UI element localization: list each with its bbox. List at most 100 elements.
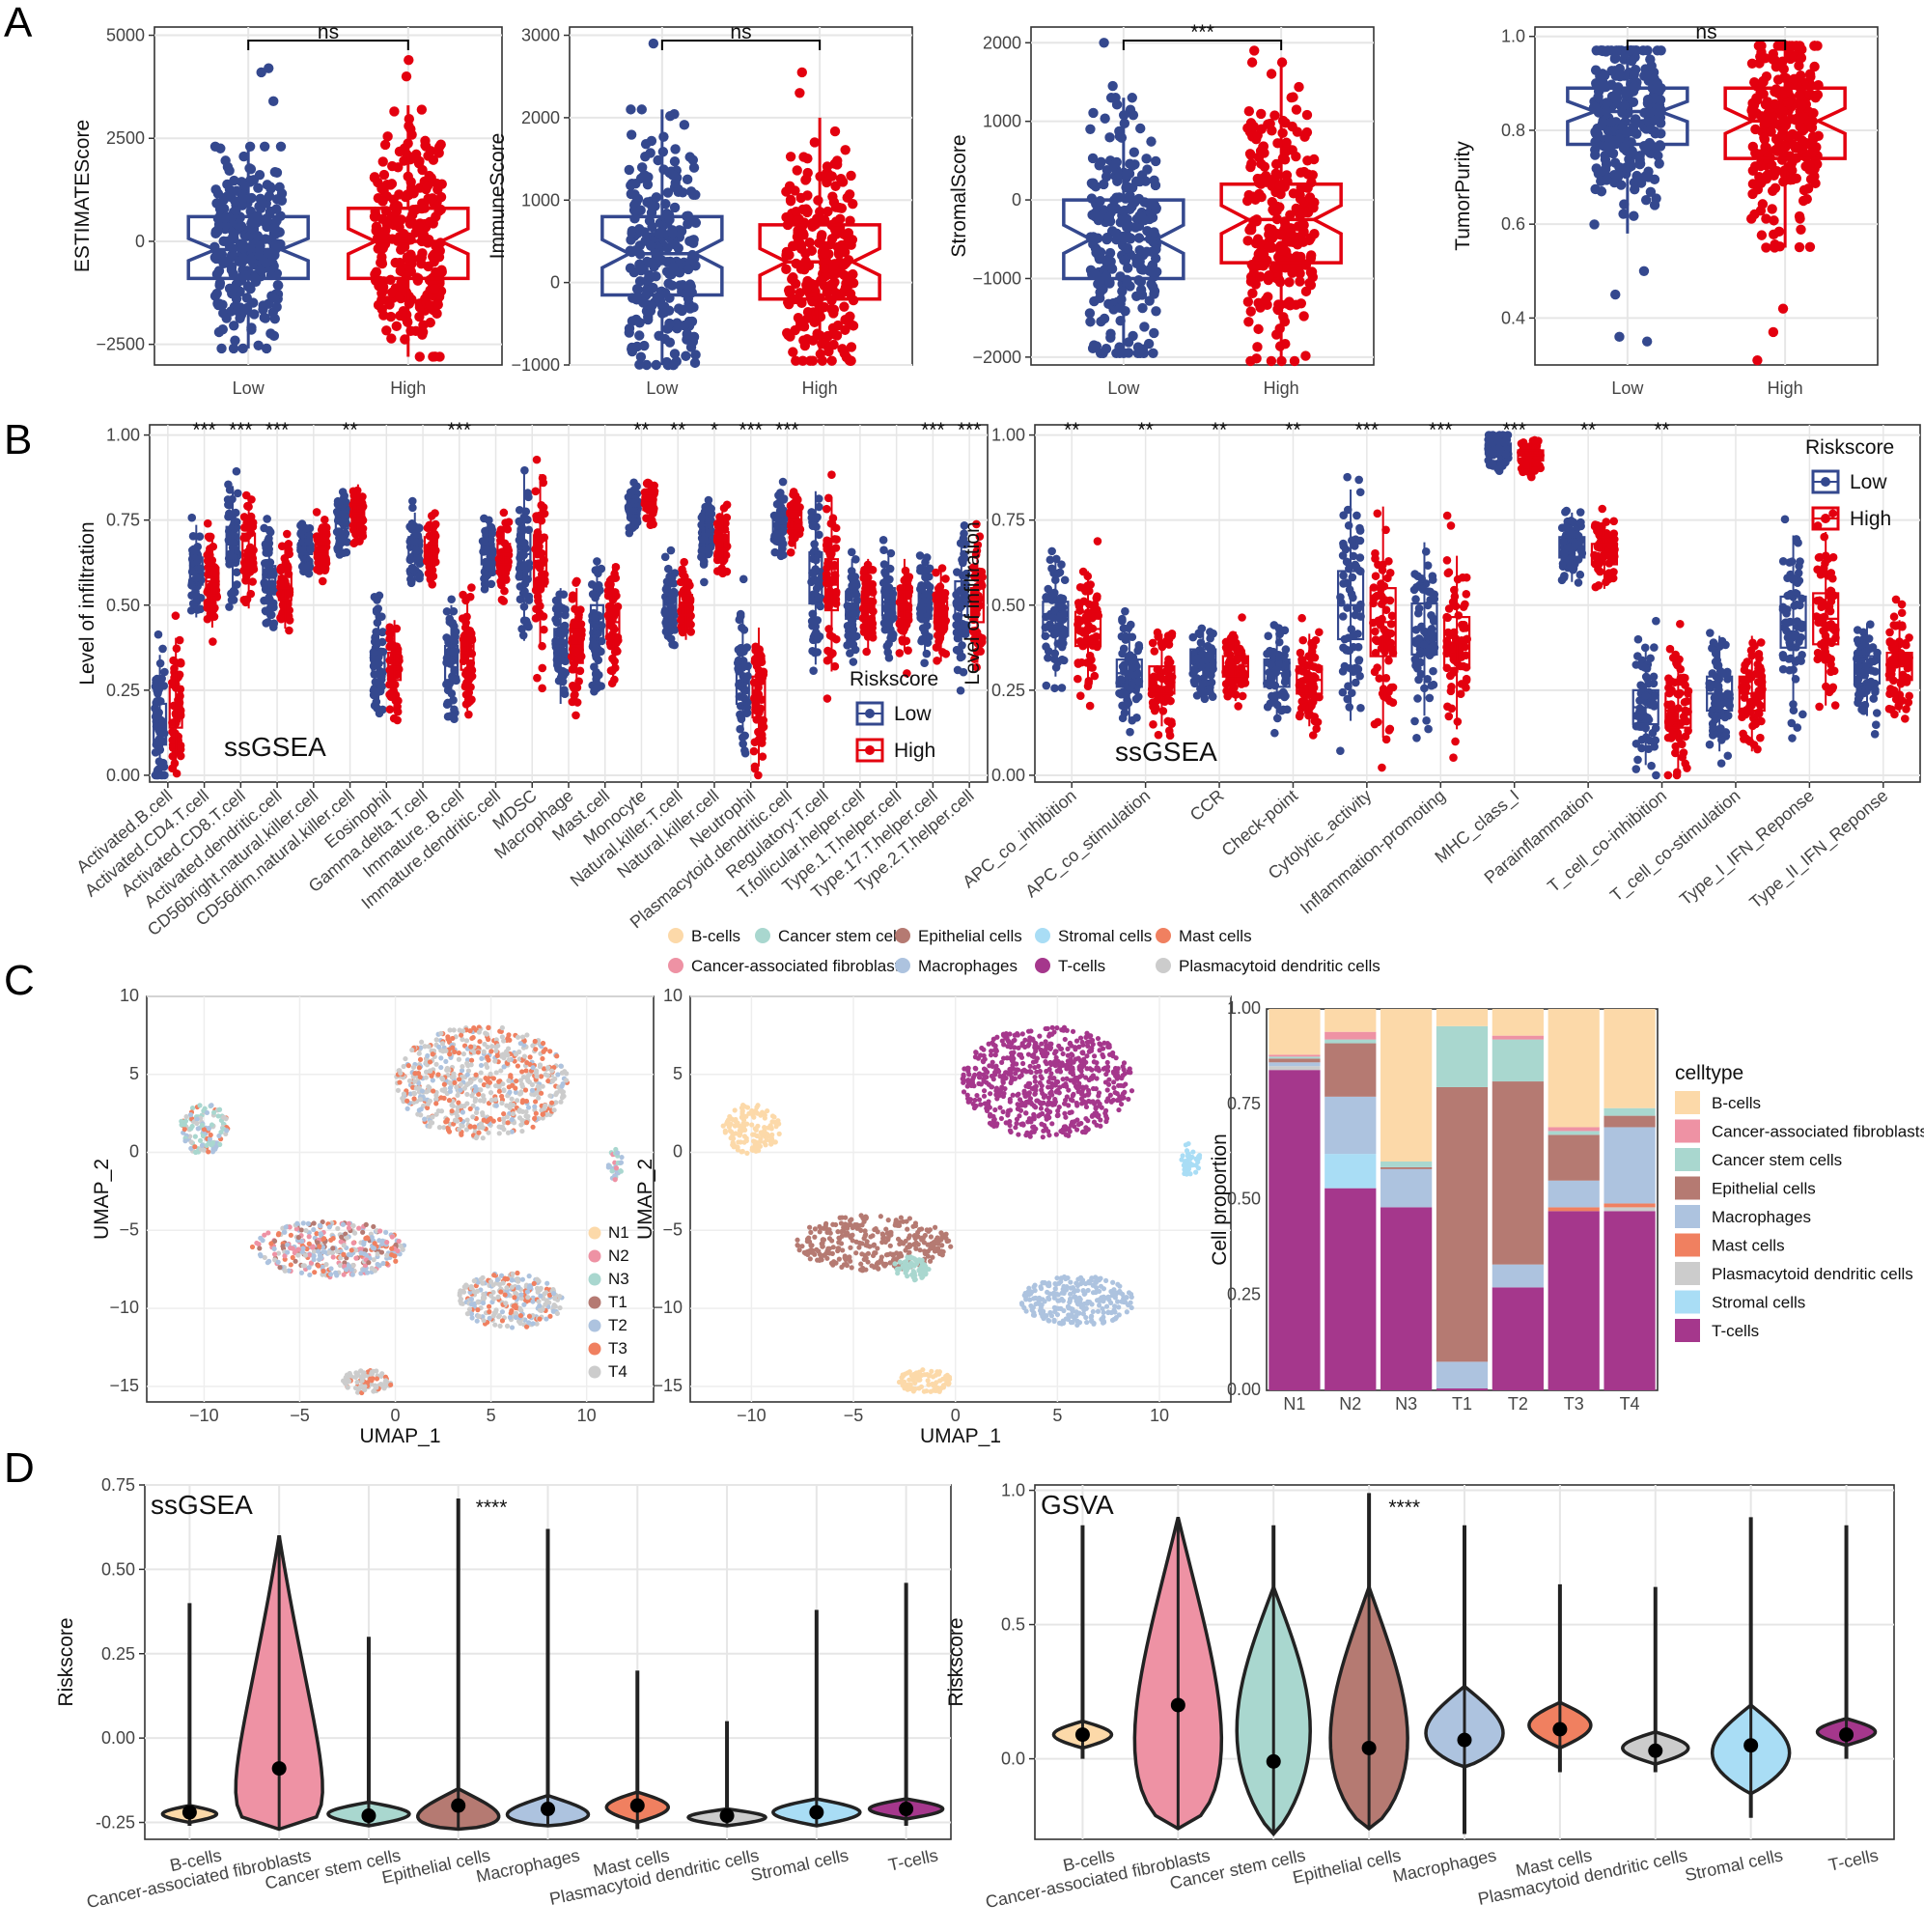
data-point (572, 576, 581, 586)
data-point (432, 308, 442, 320)
data-point (778, 477, 788, 487)
data-point (228, 343, 239, 354)
data-point (1108, 159, 1119, 171)
y-tick-label: −1000 (511, 355, 560, 375)
data-point (770, 547, 780, 557)
data-point (677, 606, 685, 615)
y-axis-label: StromalScore (948, 134, 970, 257)
data-point (461, 638, 470, 647)
significance-label: ns (730, 21, 751, 43)
data-point (428, 154, 439, 165)
data-point (634, 359, 645, 370)
data-point (1601, 175, 1612, 185)
data-point (1123, 337, 1134, 348)
data-point (882, 602, 891, 612)
data-point (791, 206, 801, 217)
data-point (593, 557, 601, 566)
data-point (862, 647, 871, 657)
y-tick-label: 0 (1012, 190, 1021, 210)
data-point (254, 201, 265, 211)
data-point (591, 593, 600, 602)
legend-title: Riskscore (850, 668, 938, 690)
data-point (805, 278, 817, 289)
data-point (1105, 328, 1116, 339)
outlier-point (1777, 303, 1789, 314)
data-point (1748, 77, 1760, 88)
y-axis-label: Level of infiltration (76, 521, 98, 685)
data-point (1780, 142, 1791, 153)
data-point (271, 204, 282, 214)
data-point (1652, 45, 1663, 56)
data-point (237, 265, 248, 275)
data-point (679, 120, 690, 130)
data-point (905, 573, 914, 581)
data-point (1264, 270, 1274, 281)
data-point (256, 266, 266, 276)
data-point (230, 335, 240, 346)
data-point (376, 258, 388, 269)
data-point (1147, 260, 1158, 270)
data-point (171, 611, 181, 621)
data-point (228, 230, 239, 240)
data-point (262, 619, 270, 628)
data-point (371, 221, 382, 232)
data-point (643, 480, 653, 489)
data-point (318, 576, 327, 586)
data-point (1306, 250, 1317, 261)
data-point (261, 258, 272, 268)
data-point (1308, 203, 1319, 213)
y-tick-label: 0.8 (1501, 121, 1525, 140)
data-point (1277, 245, 1288, 256)
data-point (667, 227, 678, 238)
data-point (1645, 54, 1656, 65)
data-point (670, 239, 681, 250)
data-point (254, 169, 265, 181)
outlier-point (1614, 331, 1625, 343)
data-point (274, 182, 285, 193)
data-point (809, 666, 818, 675)
significance-label: *** (958, 419, 982, 441)
data-point (531, 613, 541, 623)
data-point (1747, 188, 1758, 200)
data-point (790, 278, 801, 290)
data-point (158, 644, 167, 654)
data-point (697, 552, 706, 562)
data-point (411, 528, 421, 537)
data-point (408, 152, 419, 162)
data-point (428, 559, 437, 569)
data-point (686, 254, 697, 265)
data-point (1650, 128, 1660, 139)
data-point (369, 211, 380, 222)
data-point (1263, 241, 1274, 253)
data-point (749, 746, 759, 756)
data-point (651, 192, 662, 203)
data-point (389, 106, 400, 117)
data-point (417, 329, 428, 340)
data-point (212, 298, 223, 309)
data-point (214, 277, 226, 289)
data-point (755, 668, 765, 677)
data-point (1095, 348, 1106, 358)
data-point (379, 139, 391, 151)
data-point (683, 264, 694, 275)
data-point (1289, 355, 1300, 367)
data-point (320, 516, 329, 524)
data-point (187, 591, 196, 600)
data-point (640, 151, 651, 162)
data-point (1746, 105, 1757, 116)
data-point (336, 497, 346, 506)
data-point (1122, 242, 1133, 254)
y-axis-label: TumorPurity (1452, 141, 1474, 251)
infiltration-boxplot-b1: 0.000.250.500.751.00Activated.B.cell***A… (72, 419, 989, 939)
data-point (245, 521, 255, 531)
y-tick-label: −1000 (972, 268, 1021, 288)
data-point (414, 351, 425, 362)
data-point (645, 240, 656, 251)
data-point (635, 351, 647, 362)
data-point (386, 333, 397, 344)
data-point (390, 257, 401, 268)
data-point (791, 355, 801, 366)
data-point (700, 577, 709, 587)
